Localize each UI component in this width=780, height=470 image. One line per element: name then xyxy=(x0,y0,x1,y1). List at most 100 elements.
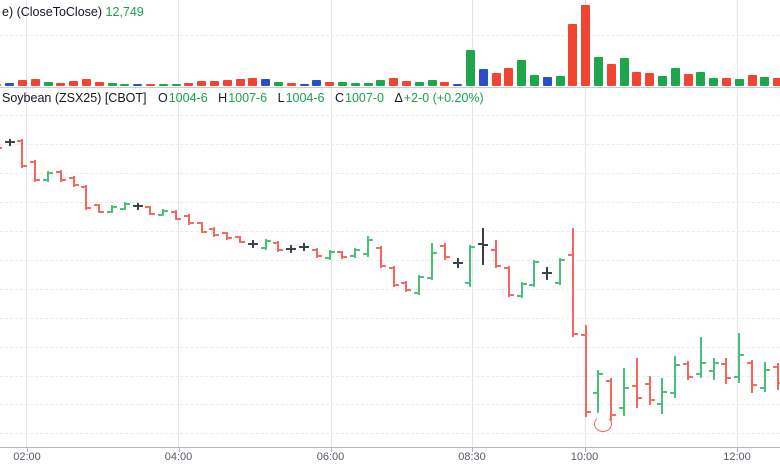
price-bar-close-tick xyxy=(164,210,169,212)
price-bar-line xyxy=(303,243,305,251)
volume-bar[interactable] xyxy=(747,75,757,86)
volume-bar[interactable] xyxy=(133,84,143,86)
volume-bar[interactable] xyxy=(209,81,219,86)
volume-bar[interactable] xyxy=(286,83,296,86)
volume-bar[interactable] xyxy=(696,72,706,86)
volume-bar[interactable] xyxy=(235,79,245,86)
volume-bar[interactable] xyxy=(312,80,322,86)
price-bar-open-tick xyxy=(81,186,86,188)
volume-bar[interactable] xyxy=(248,78,258,86)
price-bar-line xyxy=(175,210,177,220)
price-bar-open-tick xyxy=(542,272,547,274)
volume-bar[interactable] xyxy=(184,83,194,86)
volume-bar[interactable] xyxy=(760,77,770,86)
volume-bar[interactable] xyxy=(619,58,629,86)
volume-bar[interactable] xyxy=(401,81,411,86)
price-bar-line xyxy=(597,370,600,413)
volume-bar[interactable] xyxy=(158,84,168,86)
volume-bar[interactable] xyxy=(273,82,283,86)
price-bar-open-tick xyxy=(324,257,329,259)
volume-bar[interactable] xyxy=(30,79,40,86)
price-bar-close-tick xyxy=(612,414,617,416)
volume-bar[interactable] xyxy=(542,77,552,86)
price-bar-open-tick xyxy=(286,248,291,250)
volume-bar[interactable] xyxy=(670,68,680,86)
volume-bar[interactable] xyxy=(581,5,591,86)
volume-bar[interactable] xyxy=(94,82,104,86)
volume-bar[interactable] xyxy=(0,84,2,86)
volume-bar[interactable] xyxy=(363,83,373,86)
volume-bar[interactable] xyxy=(81,79,91,86)
price-bar-line xyxy=(187,214,190,225)
volume-bar[interactable] xyxy=(465,50,475,86)
volume-bar[interactable] xyxy=(299,84,309,86)
volume-bar[interactable] xyxy=(17,80,27,86)
volume-bar[interactable] xyxy=(709,78,719,86)
low-highlight-ellipse[interactable] xyxy=(594,416,612,432)
volume-bar[interactable] xyxy=(389,78,399,86)
price-bar-line xyxy=(226,232,229,240)
price-bar-close-tick xyxy=(548,272,553,274)
volume-bar[interactable] xyxy=(427,80,437,86)
volume-bar[interactable] xyxy=(56,83,66,86)
volume-bar[interactable] xyxy=(504,68,514,86)
time-axis-line xyxy=(0,447,780,448)
price-bar-open-tick xyxy=(222,232,227,234)
volume-bar[interactable] xyxy=(568,24,578,86)
volume-bar[interactable] xyxy=(491,73,501,86)
volume-bar[interactable] xyxy=(414,82,424,86)
price-bar-close-tick xyxy=(356,249,361,251)
price-bar-line xyxy=(661,378,664,414)
price-bar-close-tick xyxy=(445,256,450,258)
volume-bar[interactable] xyxy=(721,78,731,86)
volume-bar[interactable] xyxy=(632,72,642,86)
volume-legend[interactable]: e) (CloseToClose) 12,749 xyxy=(2,5,144,19)
chart-canvas[interactable] xyxy=(0,0,780,447)
volume-bar[interactable] xyxy=(517,60,527,86)
volume-bar[interactable] xyxy=(683,74,693,86)
volume-bar[interactable] xyxy=(734,79,744,86)
volume-bar[interactable] xyxy=(657,76,667,86)
price-bar-close-tick xyxy=(689,376,693,378)
vertical-gridline xyxy=(178,0,179,447)
volume-bar[interactable] xyxy=(773,78,780,86)
volume-bar[interactable] xyxy=(325,82,335,86)
volume-bar[interactable] xyxy=(171,84,181,86)
volume-bar[interactable] xyxy=(350,83,360,86)
price-bar-close-tick xyxy=(381,265,386,267)
volume-bar[interactable] xyxy=(440,82,450,86)
volume-bar[interactable] xyxy=(261,79,271,86)
time-axis[interactable]: 02:00 04:00 06:00 08:30 10:00 12:00 xyxy=(0,447,780,470)
price-bar-line xyxy=(21,139,24,168)
price-bar-close-tick xyxy=(241,241,245,243)
price-bar-close-tick xyxy=(650,399,655,401)
price-bar-open-tick xyxy=(759,387,764,389)
volume-bar[interactable] xyxy=(145,84,155,86)
price-bar-open-tick xyxy=(631,385,636,387)
price-bar-line xyxy=(431,243,433,280)
volume-bar[interactable] xyxy=(593,57,603,86)
volume-bar[interactable] xyxy=(606,64,616,86)
price-bar-line xyxy=(674,356,677,398)
volume-bar[interactable] xyxy=(120,84,130,86)
volume-bar[interactable] xyxy=(478,69,488,86)
pane-separator[interactable] xyxy=(0,87,780,88)
volume-bar[interactable] xyxy=(69,81,79,86)
volume-bar[interactable] xyxy=(376,80,386,86)
volume-bar[interactable] xyxy=(645,73,655,86)
volume-bar[interactable] xyxy=(197,81,207,86)
ticker-legend[interactable]: Soybean (ZSX25) [CBOT] O1004-6 H1007-6 L… xyxy=(2,91,484,105)
volume-bar[interactable] xyxy=(107,83,117,86)
price-bar-close-tick xyxy=(189,222,194,224)
time-label: 12:00 xyxy=(723,451,751,463)
volume-bar[interactable] xyxy=(453,84,463,86)
volume-bar[interactable] xyxy=(222,80,232,86)
price-bar-open-tick xyxy=(452,262,457,264)
volume-bar[interactable] xyxy=(555,76,565,86)
volume-bar[interactable] xyxy=(43,82,53,86)
volume-bar[interactable] xyxy=(5,83,15,86)
price-bar-line xyxy=(495,240,497,268)
price-bar-close-tick xyxy=(663,391,668,393)
volume-bar[interactable] xyxy=(337,82,347,86)
volume-bar[interactable] xyxy=(529,75,539,86)
